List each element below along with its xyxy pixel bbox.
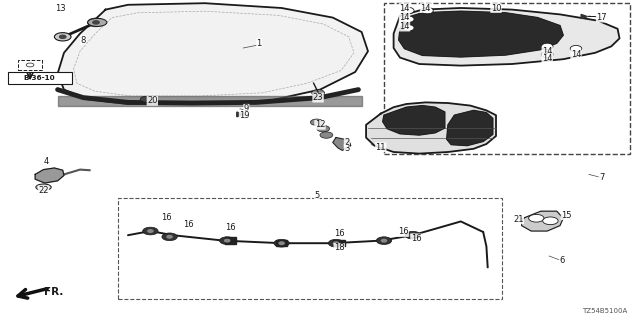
Circle shape: [543, 217, 558, 225]
Text: TZ54B5100A: TZ54B5100A: [582, 308, 627, 314]
Polygon shape: [383, 106, 445, 135]
Circle shape: [143, 227, 158, 235]
Text: 9: 9: [244, 104, 249, 113]
Text: 12: 12: [315, 120, 325, 129]
Circle shape: [220, 237, 235, 244]
Circle shape: [225, 239, 230, 242]
Ellipse shape: [403, 7, 414, 14]
Text: 5: 5: [314, 191, 319, 200]
Circle shape: [328, 239, 344, 247]
Text: 16: 16: [334, 229, 344, 238]
Ellipse shape: [88, 19, 107, 27]
Text: 18: 18: [334, 244, 344, 252]
Polygon shape: [366, 102, 496, 154]
Text: 16: 16: [398, 228, 408, 236]
Circle shape: [320, 132, 333, 138]
Circle shape: [54, 33, 71, 41]
Text: 4: 4: [44, 157, 49, 166]
Circle shape: [310, 119, 323, 125]
Polygon shape: [333, 138, 351, 150]
Text: B-36-10: B-36-10: [24, 75, 56, 81]
Text: 20: 20: [147, 96, 157, 105]
FancyBboxPatch shape: [8, 72, 72, 84]
Polygon shape: [35, 168, 64, 183]
FancyBboxPatch shape: [18, 60, 42, 70]
Circle shape: [274, 239, 289, 247]
Ellipse shape: [570, 45, 582, 52]
Text: 21: 21: [513, 215, 524, 224]
Polygon shape: [399, 11, 563, 57]
Ellipse shape: [403, 25, 414, 31]
Text: 17: 17: [596, 13, 607, 22]
Text: 7: 7: [599, 173, 604, 182]
Text: 2: 2: [344, 138, 349, 147]
Text: 16: 16: [411, 234, 421, 243]
Text: 16: 16: [161, 213, 172, 222]
Text: 13: 13: [56, 4, 66, 12]
Text: 14: 14: [542, 54, 552, 63]
Text: 8: 8: [81, 36, 86, 44]
Text: 14: 14: [399, 13, 410, 22]
Polygon shape: [237, 112, 243, 117]
Ellipse shape: [541, 51, 553, 58]
Circle shape: [317, 125, 330, 132]
Polygon shape: [394, 8, 620, 66]
Text: 22: 22: [38, 186, 49, 195]
Text: 3: 3: [344, 144, 349, 153]
Text: 16: 16: [225, 223, 236, 232]
Text: 10: 10: [491, 4, 501, 12]
Polygon shape: [58, 3, 368, 104]
Text: 11: 11: [376, 143, 386, 152]
Circle shape: [333, 242, 339, 244]
Text: 23: 23: [313, 93, 323, 102]
Text: FR.: FR.: [44, 287, 63, 297]
Circle shape: [93, 21, 99, 24]
Circle shape: [148, 230, 153, 232]
Circle shape: [312, 90, 324, 96]
Circle shape: [381, 239, 387, 242]
Polygon shape: [522, 211, 563, 231]
Circle shape: [88, 18, 104, 27]
Ellipse shape: [36, 184, 51, 190]
Circle shape: [60, 35, 66, 38]
Circle shape: [279, 242, 284, 244]
Circle shape: [167, 236, 172, 238]
Text: 14: 14: [571, 50, 581, 59]
Text: 19: 19: [239, 111, 250, 120]
Text: 14: 14: [420, 4, 431, 12]
Text: 14: 14: [399, 22, 410, 31]
Circle shape: [140, 96, 152, 102]
Circle shape: [410, 234, 415, 236]
Polygon shape: [447, 110, 493, 146]
Circle shape: [26, 63, 34, 67]
Ellipse shape: [422, 7, 433, 14]
Bar: [333, 240, 345, 246]
Text: 1: 1: [257, 39, 262, 48]
Circle shape: [376, 237, 392, 244]
Bar: [225, 237, 236, 244]
Text: 15: 15: [561, 211, 572, 220]
Text: 14: 14: [399, 4, 410, 12]
Ellipse shape: [541, 43, 553, 50]
Text: 14: 14: [542, 47, 552, 56]
Polygon shape: [581, 14, 588, 19]
Circle shape: [162, 233, 177, 241]
Bar: [276, 240, 287, 246]
Circle shape: [529, 214, 544, 222]
Ellipse shape: [403, 16, 414, 22]
Circle shape: [405, 231, 420, 239]
Text: 6: 6: [559, 256, 564, 265]
Text: 16: 16: [184, 220, 194, 229]
